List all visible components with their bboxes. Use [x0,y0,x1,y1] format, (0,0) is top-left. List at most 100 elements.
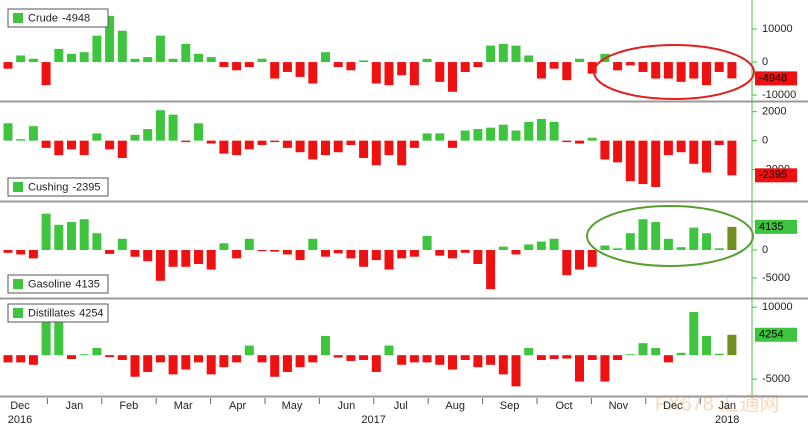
bar [473,129,483,141]
bar [130,58,140,63]
bar [206,57,216,63]
bar [54,224,64,250]
bar [54,307,64,356]
legend-value: -2395 [72,181,100,193]
bar [422,236,432,250]
bar [130,250,140,257]
bar [143,250,153,262]
x-tick-label: Nov [609,400,629,412]
bar [16,139,26,141]
bar [168,355,178,375]
x-tick-label: Dec [10,400,30,412]
bar [333,355,343,358]
y-tick-label: -5000 [762,272,790,284]
highlight-ellipse [586,205,754,267]
bar [155,35,165,63]
legend-name: Gasoline [28,278,71,290]
bar [435,250,445,256]
bar [524,244,534,250]
bar [244,62,254,68]
bar [714,248,724,250]
year-label: 2018 [715,414,739,426]
bar [498,124,508,141]
bar [219,140,229,154]
bar [92,133,102,141]
bar [346,250,356,259]
legend-name: Distillates [28,307,76,319]
bar [143,355,153,372]
bar [105,355,115,358]
bar [422,355,432,363]
bar [41,213,51,250]
bar [257,355,267,363]
bar [270,62,280,79]
bar [448,62,457,92]
bar [28,250,38,259]
bar [702,140,711,173]
bar [613,62,623,71]
bar [549,355,559,360]
bar [371,140,381,166]
bar [168,114,178,141]
bar [384,345,394,356]
bar [587,62,597,74]
x-tick-label: Jan [718,400,736,412]
bar [105,15,115,63]
bar [206,355,216,375]
bar [92,233,102,250]
bar [486,45,496,63]
legend-label: Distillates 4254 [28,307,104,319]
bar [181,355,191,370]
legend-label: Cushing -2395 [28,181,101,193]
bar [676,247,686,250]
bar [625,62,635,66]
bar [549,121,559,141]
bar [308,355,318,363]
bar [435,133,445,141]
bar [321,52,330,63]
bar [257,58,267,63]
bar [511,355,521,387]
bar [270,140,280,143]
x-tick-label: Jul [394,400,408,412]
bar [143,129,153,141]
value-box-label: 4135 [759,221,783,233]
legend-label: Gasoline 4135 [28,278,100,290]
bar [486,250,496,290]
bar [435,62,445,82]
bar [28,355,38,365]
legend-box [7,303,109,323]
bar [232,140,242,156]
bar [587,355,597,360]
bar [676,140,686,153]
bar [727,226,737,250]
bar [575,58,584,63]
bar [562,355,572,359]
bar [727,62,737,79]
bar [409,355,419,363]
bar [638,219,648,250]
bar [511,250,521,255]
value-box [755,71,797,86]
bar [346,140,356,145]
bar [244,345,254,356]
bar [232,62,242,71]
y-tick-label: 0 [762,135,768,147]
bar [54,48,64,63]
legend-swatch [13,308,23,318]
bar [168,250,178,267]
bar [282,250,292,255]
bar [117,140,127,159]
bar [651,140,661,187]
x-tick-label: Aug [445,400,465,412]
bar [232,250,242,259]
bar [638,62,648,72]
bar [16,55,26,63]
bar [435,355,445,365]
bar [117,238,127,250]
bar [168,58,178,63]
bar [384,140,394,156]
bar [143,57,153,63]
bar [41,140,51,148]
x-tick-label: May [282,400,303,412]
